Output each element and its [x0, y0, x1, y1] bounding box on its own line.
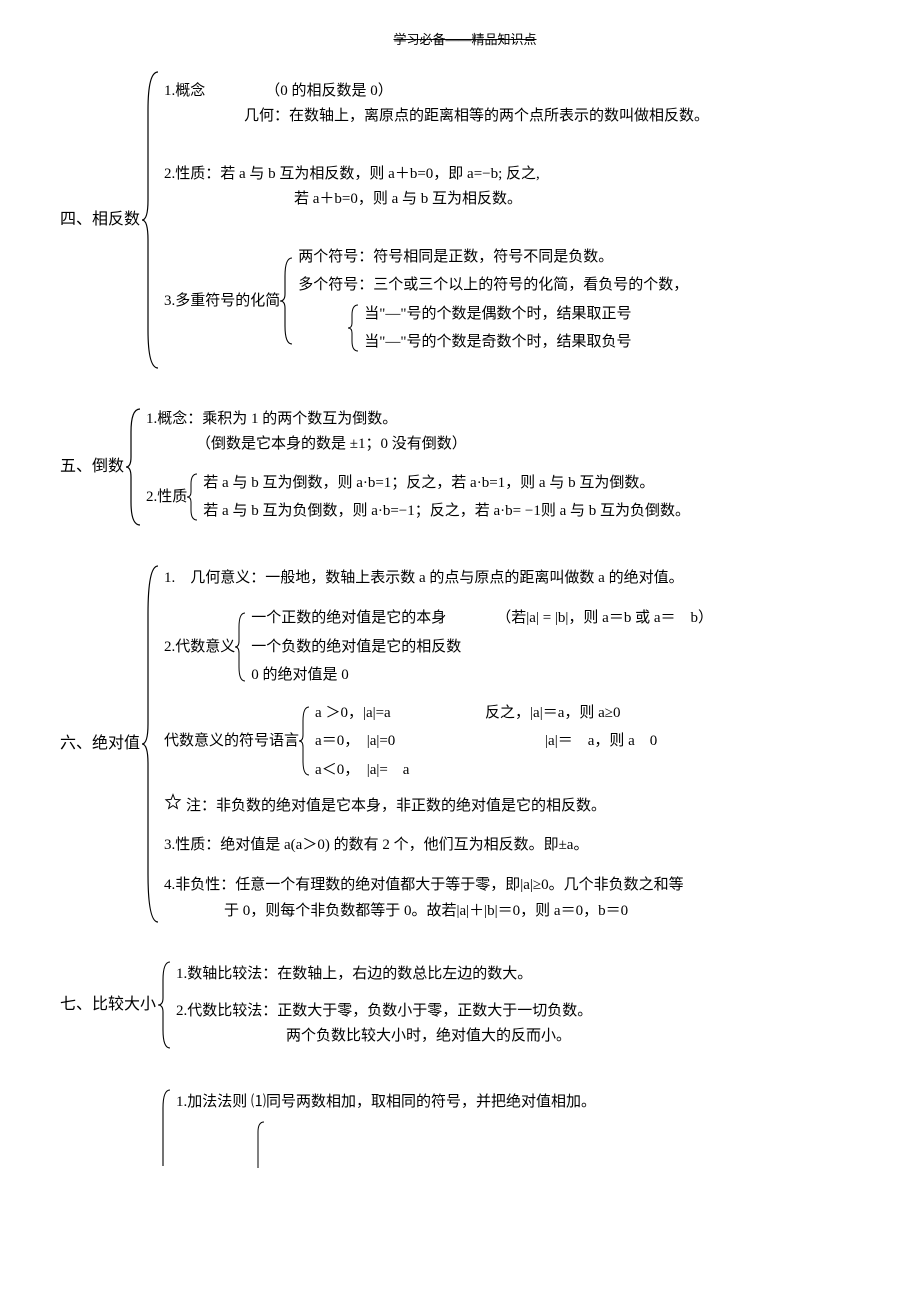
- section-7: 七、比较大小 1.数轴比较法：在数轴上，右边的数总比左边的数大。 2.代数比较法…: [60, 960, 870, 1051]
- s7-item2-l2: 两个负数比较大小时，绝对值大的反而小。: [176, 1025, 592, 1048]
- section-5: 五、倒数 1.概念：乘积为 1 的两个数互为倒数。 （倒数是它本身的数是 ±1；…: [60, 405, 870, 529]
- section-6: 六、绝对值 1. 几何意义：一般地，数轴上表示数 a 的点与原点的距离叫做数 a…: [60, 564, 870, 926]
- s4-item1: 1.概念 （0 的相反数是 0） 几何：在数轴上，离原点的距离相等的两个点所表示…: [164, 77, 709, 131]
- s4-item3: 3.多重符号的化简 两个符号：符号相同是正数，符号不同是负数。 多个符号：三个或…: [164, 243, 709, 360]
- s6-sym-a2: 反之，|a|＝a，则 a≥0: [485, 702, 620, 725]
- section-4-content: 1.概念 （0 的相反数是 0） 几何：在数轴上，离原点的距离相等的两个点所表示…: [160, 70, 709, 370]
- section-6-content: 1. 几何意义：一般地，数轴上表示数 a 的点与原点的距离叫做数 a 的绝对值。…: [160, 564, 713, 926]
- brace-icon: [235, 604, 247, 690]
- s8-item1-text: 1.加法法则 ⑴同号两数相加，取相同的符号，并把绝对值相加。: [176, 1089, 596, 1114]
- s6-sym-b2: |a|＝ a，则 a 0: [545, 730, 657, 753]
- section-4-title: 四、相反数: [60, 70, 142, 370]
- section-4: 四、相反数 1.概念 （0 的相反数是 0） 几何：在数轴上，离原点的距离相等的…: [60, 70, 870, 370]
- s4-item2-l2: 若 a＋b=0，则 a 与 b 互为相反数。: [164, 188, 709, 211]
- s7-item2-l1: 2.代数比较法：正数大于零，负数小于零，正数大于一切负数。: [176, 1000, 592, 1023]
- section-8-content: 1.加法法则 ⑴同号两数相加，取相同的符号，并把绝对值相加。: [172, 1086, 596, 1171]
- s6-sym-sub: a ＞0，|a|=a 反之，|a|＝a，则 a≥0 a＝0， |a|=0 |a|…: [311, 699, 657, 785]
- s4-item3-c: 当"—"号的个数是偶数个时，结果取正号 当"—"号的个数是奇数个时，结果取负号: [298, 300, 688, 357]
- s6-note: 注：非负数的绝对值是它本身，非正数的绝对值是它的相反数。: [186, 795, 606, 818]
- s6-item4: 4.非负性：任意一个有理数的绝对值都大于等于零，即|a|≥0。几个非负数之和等 …: [164, 871, 713, 925]
- page: 学习必备——精品知识点 四、相反数 1.概念 （0 的相反数是 0） 几何：在数…: [0, 0, 920, 1300]
- s8-item1: 1.加法法则 ⑴同号两数相加，取相同的符号，并把绝对值相加。: [176, 1089, 596, 1114]
- section-5-title: 五、倒数: [60, 405, 126, 529]
- s4-item1-row1: 1.概念 （0 的相反数是 0）: [164, 80, 709, 103]
- s4-item2-l1: 2.性质：若 a 与 b 互为相反数，则 a＋b=0，即 a=−b; 反之,: [164, 163, 709, 186]
- s6-item2-a-row: 一个正数的绝对值是它的本身 （若|a| = |b|，则 a＝b 或 a＝ b）: [251, 607, 713, 630]
- s4-item3-a: 两个符号：符号相同是正数，符号不同是负数。: [298, 246, 688, 269]
- s4-item3-sub: 两个符号：符号相同是正数，符号不同是负数。 多个符号：三个或三个以上的符号的化简…: [294, 243, 688, 360]
- s6-item1: 1. 几何意义：一般地，数轴上表示数 a 的点与原点的距离叫做数 a 的绝对值。: [164, 567, 713, 590]
- s6-item2-a-note: （若|a| = |b|，则 a＝b 或 a＝ b）: [496, 607, 713, 630]
- brace-icon: [254, 1120, 596, 1170]
- brace-icon: [348, 300, 360, 357]
- s6-sym: 代数意义的符号语言 a ＞0，|a|=a 反之，|a|＝a，则 a≥0 a＝0，…: [164, 699, 713, 785]
- s6-note-row: 注：非负数的绝对值是它本身，非正数的绝对值是它的相反数。: [164, 793, 713, 819]
- s6-item4-l1: 4.非负性：任意一个有理数的绝对值都大于等于零，即|a|≥0。几个非负数之和等: [164, 874, 713, 897]
- s6-item2-sub: 一个正数的绝对值是它的本身 （若|a| = |b|，则 a＝b 或 a＝ b） …: [247, 604, 713, 690]
- s4-item2: 2.性质：若 a 与 b 互为相反数，则 a＋b=0，即 a=−b; 反之, 若…: [164, 160, 709, 214]
- section-6-title: 六、绝对值: [60, 564, 142, 926]
- s6-item2-b: 一个负数的绝对值是它的相反数: [251, 636, 713, 659]
- s6-item3: 3.性质：绝对值是 a(a＞0) 的数有 2 个，他们互为相反数。即±a。: [164, 834, 713, 857]
- s5-item1-l2: （倒数是它本身的数是 ±1；0 没有倒数）: [146, 433, 690, 456]
- s4-item3-c2: 当"—"号的个数是奇数个时，结果取负号: [364, 331, 631, 354]
- s6-sym-b: a＝0， |a|=0: [315, 730, 455, 753]
- section-8-title: [60, 1086, 158, 1171]
- section-8: 1.加法法则 ⑴同号两数相加，取相同的符号，并把绝对值相加。: [60, 1086, 870, 1171]
- s7-item1: 1.数轴比较法：在数轴上，右边的数总比左边的数大。: [176, 963, 592, 986]
- page-header: 学习必备——精品知识点: [60, 30, 870, 50]
- section-7-title: 七、比较大小: [60, 960, 158, 1051]
- s6-sym-a-row: a ＞0，|a|=a 反之，|a|＝a，则 a≥0: [315, 702, 657, 725]
- s5-item1-l1: 1.概念：乘积为 1 的两个数互为倒数。: [146, 408, 690, 431]
- brace-icon: [299, 699, 311, 785]
- star-icon: [164, 793, 182, 819]
- s4-item3-c1: 当"—"号的个数是偶数个时，结果取正号: [364, 303, 631, 326]
- brace-icon: [126, 405, 142, 529]
- s4-item3-b: 多个符号：三个或三个以上的符号的化简，看负号的个数，: [298, 274, 688, 297]
- brace-icon: [142, 70, 160, 370]
- s4-item3-b-wrap: 多个符号：三个或三个以上的符号的化简，看负号的个数， 当"—"号的个数是偶数个时…: [298, 271, 688, 360]
- s5-item2-sub: 若 a 与 b 互为倒数，则 a·b=1；反之，若 a·b=1，则 a 与 b …: [199, 469, 690, 526]
- s6-sym-b-row: a＝0， |a|=0 |a|＝ a，则 a 0: [315, 730, 657, 753]
- s5-item2-a: 若 a 与 b 互为倒数，则 a·b=1；反之，若 a·b=1，则 a 与 b …: [203, 472, 690, 495]
- brace-icon: [142, 564, 160, 926]
- s7-item2: 2.代数比较法：正数大于零，负数小于零，正数大于一切负数。 两个负数比较大小时，…: [176, 997, 592, 1051]
- s6-item2-a: 一个正数的绝对值是它的本身: [251, 607, 446, 630]
- s4-item1-geo: 几何：在数轴上，离原点的距离相等的两个点所表示的数叫做相反数。: [164, 105, 709, 128]
- s4-item1-note: （0 的相反数是 0）: [265, 80, 393, 103]
- s6-item4-l2: 于 0，则每个非负数都等于 0。故若|a|＋|b|＝0，则 a＝0，b＝0: [164, 900, 713, 923]
- s5-item1: 1.概念：乘积为 1 的两个数互为倒数。 （倒数是它本身的数是 ±1；0 没有倒…: [146, 405, 690, 459]
- brace-icon: [280, 243, 294, 360]
- s5-item2: 2.性质 若 a 与 b 互为倒数，则 a·b=1；反之，若 a·b=1，则 a…: [146, 469, 690, 526]
- s5-item2-label: 2.性质: [146, 469, 187, 526]
- brace-icon: [158, 960, 172, 1051]
- s6-item2-label: 2.代数意义: [164, 604, 235, 690]
- s6-item2-c: 0 的绝对值是 0: [251, 664, 713, 687]
- s4-item3-c-sub: 当"—"号的个数是偶数个时，结果取正号 当"—"号的个数是奇数个时，结果取负号: [360, 300, 631, 357]
- s6-sym-a: a ＞0，|a|=a: [315, 702, 455, 725]
- brace-icon: [158, 1086, 172, 1171]
- s6-sym-c: a＜0， |a|= a: [315, 759, 657, 782]
- s6-sym-label: 代数意义的符号语言: [164, 699, 299, 785]
- s5-item2-b: 若 a 与 b 互为负倒数，则 a·b=−1；反之，若 a·b= −1则 a 与…: [203, 500, 690, 523]
- s4-item1-label: 1.概念: [164, 80, 205, 103]
- s4-item3-label: 3.多重符号的化简: [164, 243, 280, 360]
- brace-icon: [187, 469, 199, 526]
- section-7-content: 1.数轴比较法：在数轴上，右边的数总比左边的数大。 2.代数比较法：正数大于零，…: [172, 960, 592, 1051]
- s6-item2: 2.代数意义 一个正数的绝对值是它的本身 （若|a| = |b|，则 a＝b 或…: [164, 604, 713, 690]
- section-5-content: 1.概念：乘积为 1 的两个数互为倒数。 （倒数是它本身的数是 ±1；0 没有倒…: [142, 405, 690, 529]
